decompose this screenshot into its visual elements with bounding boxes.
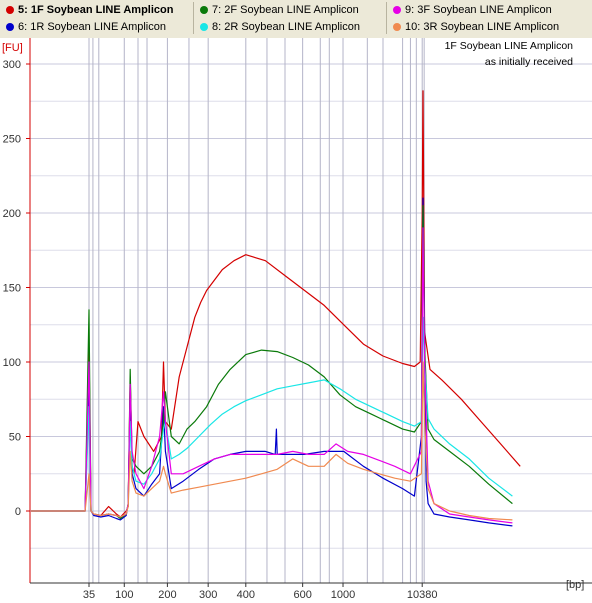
annotation-line-1: 1F Soybean LINE Amplicon [445, 40, 574, 52]
legend-item-5[interactable]: 5: 1F Soybean LINE Amplicon [0, 2, 173, 19]
x-tick-label: 35 [83, 589, 95, 601]
x-axis-label: [bp] [566, 579, 584, 591]
grid [30, 38, 592, 583]
series-line-10 [31, 361, 513, 521]
annotation-line-2: as initially received [485, 56, 573, 68]
y-axis-label: [FU] [2, 42, 23, 54]
y-tick-label: 50 [9, 432, 21, 444]
series-group [31, 90, 521, 527]
y-tick-label: 0 [15, 506, 21, 518]
x-tick-label: 100 [115, 589, 133, 601]
y-tick-label: 200 [3, 208, 21, 220]
x-tick-label: 1000 [331, 589, 355, 601]
y-tick-label: 300 [3, 59, 21, 71]
legend-label: 8: 2R Soybean LINE Amplicon [212, 21, 360, 33]
series-color-dot [6, 22, 14, 31]
legend-item-8[interactable]: 8: 2R Soybean LINE Amplicon [194, 19, 360, 36]
legend-divider [386, 2, 387, 34]
legend-label: 9: 3F Soybean LINE Amplicon [405, 4, 552, 16]
series-color-dot [393, 5, 401, 14]
x-tick-label: 400 [237, 589, 255, 601]
legend-label: 7: 2F Soybean LINE Amplicon [212, 4, 359, 16]
series-color-dot [200, 22, 208, 31]
legend-label: 10: 3R Soybean LINE Amplicon [405, 21, 560, 33]
series-color-dot [393, 22, 401, 31]
x-axis-ticks: 35 100 200 300 400 600 1000 10380 [83, 583, 438, 601]
y-tick-label: 100 [3, 357, 21, 369]
plot-area [30, 38, 592, 583]
y-tick-label: 150 [3, 283, 21, 295]
legend-item-9[interactable]: 9: 3F Soybean LINE Amplicon [387, 2, 552, 19]
y-axis-ticks: 0 50 100 150 200 250 300 [3, 59, 30, 518]
x-tick-label: 200 [158, 589, 176, 601]
x-tick-label: 10380 [407, 589, 438, 601]
x-tick-label: 600 [293, 589, 311, 601]
series-color-dot [200, 5, 208, 14]
legend-label: 6: 1R Soybean LINE Amplicon [18, 21, 166, 33]
legend-item-6[interactable]: 6: 1R Soybean LINE Amplicon [0, 19, 166, 36]
x-tick-label: 300 [199, 589, 217, 601]
y-tick-label: 250 [3, 134, 21, 146]
series-color-dot [6, 5, 14, 14]
legend: 5: 1F Soybean LINE Amplicon 6: 1R Soybea… [0, 0, 592, 38]
legend-item-10[interactable]: 10: 3R Soybean LINE Amplicon [387, 19, 559, 36]
legend-divider [193, 2, 194, 34]
legend-label: 5: 1F Soybean LINE Amplicon [18, 4, 174, 16]
series-line-5 [31, 90, 521, 518]
legend-item-7[interactable]: 7: 2F Soybean LINE Amplicon [194, 2, 359, 19]
